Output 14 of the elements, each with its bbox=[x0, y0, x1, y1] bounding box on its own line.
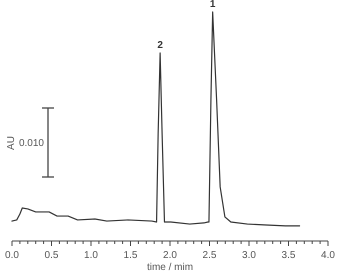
x-tick-label: 2.5 bbox=[202, 250, 217, 261]
annotation: AU bbox=[6, 136, 17, 150]
x-tick-label: 2.0 bbox=[163, 250, 178, 261]
x-tick-label: 1.5 bbox=[124, 250, 138, 261]
annotation: 2 bbox=[157, 40, 164, 51]
x-tick-label: 1.0 bbox=[84, 250, 98, 261]
x-tick-label: 0.0 bbox=[5, 250, 20, 261]
annotation: 1 bbox=[210, 0, 216, 10]
annotation: 0.010 bbox=[18, 138, 44, 149]
x-tick-label: 3.5 bbox=[282, 250, 296, 261]
x-axis-title: time / mim bbox=[146, 262, 194, 273]
x-tick-label: 3.0 bbox=[242, 250, 256, 261]
x-tick-label: 0.5 bbox=[44, 250, 59, 261]
x-tick-label: 4.0 bbox=[321, 250, 336, 261]
